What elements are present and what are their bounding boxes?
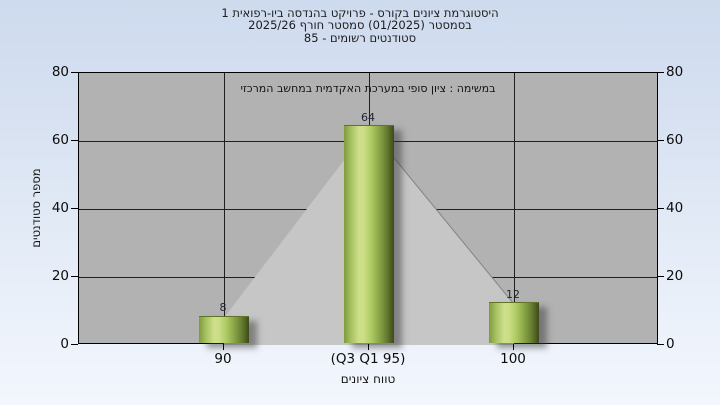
y-tick-label-right: 60	[666, 132, 684, 148]
chart-title-block: היסטוגרמת ציונים בקורס - פרויקט בהנדסה ב…	[0, 7, 720, 44]
y-tick-left	[71, 71, 78, 73]
bar	[344, 125, 394, 343]
y-tick-right	[657, 71, 664, 73]
chart-title-line3: סטודנטים רשומים - 85	[303, 30, 417, 45]
y-tick-label-right: 0	[666, 336, 675, 352]
y-tick-label-left: 40	[51, 200, 69, 216]
y-tick-label-left: 80	[51, 64, 69, 80]
y-tick-right	[657, 275, 664, 277]
y-tick-left	[71, 139, 78, 141]
x-tick	[222, 344, 224, 350]
plot-annotation: במשימה : ציון סופי במערכת האקדמית במחשב …	[240, 82, 496, 95]
y-tick-label-right: 80	[666, 64, 684, 80]
x-tick-label: 90	[214, 351, 232, 367]
x-tick-label: (Q3 Q1 95)	[330, 351, 406, 367]
y-tick-label-left: 0	[60, 336, 69, 352]
y-tick-label-left: 20	[51, 268, 69, 284]
bar-value-label: 12	[506, 287, 520, 301]
y-tick-right	[657, 343, 664, 345]
y-tick-right	[657, 207, 664, 209]
y-tick-label-right: 20	[666, 268, 684, 284]
bar-value-label: 64	[361, 110, 375, 124]
y-tick-label-left: 60	[51, 132, 69, 148]
x-tick-label: 100	[500, 351, 526, 367]
bar	[199, 315, 249, 343]
x-tick	[367, 344, 369, 350]
chart-title-line1: היסטוגרמת ציונים בקורס - פרויקט בהנדסה ב…	[221, 6, 499, 20]
bar	[489, 302, 539, 343]
y-tick-label-right: 40	[666, 200, 684, 216]
y-tick-right	[657, 139, 664, 141]
y-tick-left	[71, 275, 78, 277]
chart-title-line2: בסמסטר (01/2025) סמסטר חורף 2025/26	[248, 18, 472, 33]
y-tick-left	[71, 207, 78, 209]
bar-value-label: 8	[219, 301, 227, 315]
x-tick	[512, 344, 514, 350]
y-tick-left	[71, 343, 78, 345]
x-axis-title: טווח ציונים	[340, 372, 396, 386]
